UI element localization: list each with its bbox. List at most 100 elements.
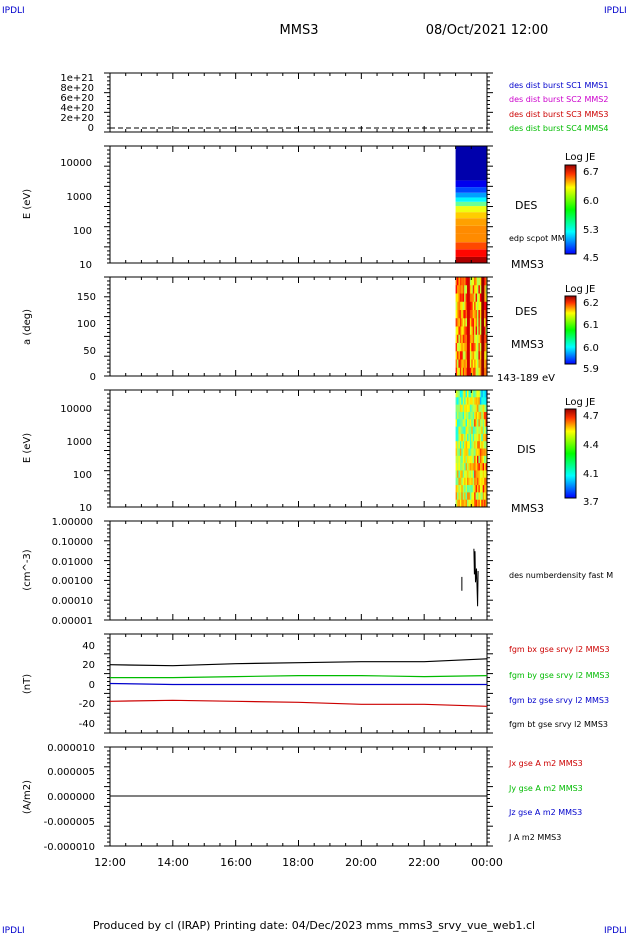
des-pitch-cell xyxy=(481,367,484,377)
dis-energy-cell xyxy=(472,419,475,427)
dis-energy-cell xyxy=(484,441,486,449)
des-pitch-cell xyxy=(475,293,478,303)
dis-energy-cell xyxy=(478,404,481,413)
des-pitch-cell xyxy=(475,301,478,311)
dis-energy-cell xyxy=(469,397,472,405)
dis-energy-cell xyxy=(464,441,466,449)
dis-energy-cell xyxy=(455,485,458,493)
dis-energy-cell xyxy=(457,419,459,427)
des-pitch-cell xyxy=(462,334,465,344)
des-pitch-cell xyxy=(465,318,468,327)
des-pitch-cell xyxy=(471,318,474,327)
dis-energy-cell xyxy=(475,433,478,442)
dis-energy-cell xyxy=(467,499,469,508)
dis-energy-cell xyxy=(478,411,481,420)
dis-energy-cell xyxy=(462,404,465,413)
des-pitch-cell xyxy=(472,367,475,377)
dis-energy-cell xyxy=(485,477,488,486)
density-ytick-label: 0.10000 xyxy=(52,537,93,548)
des-pitch-cell xyxy=(481,351,484,360)
des-pitch-cell xyxy=(477,359,479,369)
des-pitch-cell xyxy=(474,351,476,360)
dis-energy-cell xyxy=(467,492,469,500)
des-pitch-cell xyxy=(459,301,462,311)
dis-energy-spectrogram xyxy=(455,390,488,508)
des-pitch-cell xyxy=(465,359,468,369)
des-energy-band xyxy=(455,206,487,213)
current-ytick-label: -0.000010 xyxy=(44,842,95,853)
des-pitch-cell xyxy=(461,343,464,352)
des-pitch-cell xyxy=(469,326,472,336)
dis-energy-cell xyxy=(459,426,462,435)
density-ylabel: (cm^-3) xyxy=(22,549,33,590)
dis-energy-cell xyxy=(469,463,472,471)
des-pitch-cell xyxy=(474,359,476,369)
axis-tick-marks xyxy=(104,72,493,847)
dis-energy-cell xyxy=(459,492,462,500)
dis-energy-cell xyxy=(457,411,459,420)
dis-energy-cell xyxy=(459,485,462,493)
des-pitch-cell xyxy=(459,326,462,336)
des-pitch-cell xyxy=(467,334,469,344)
des-pitch-cell xyxy=(462,301,465,311)
des-pitch-cell xyxy=(478,285,481,294)
des-pitch-cell xyxy=(469,367,472,377)
dis-energy-cell xyxy=(469,455,472,464)
current-ytick-label: 0.000010 xyxy=(47,743,95,754)
dis-energy-cell xyxy=(475,404,478,413)
des-pitch-cell xyxy=(458,293,461,303)
dis-energy-cell xyxy=(467,404,469,413)
des-pitch-cell xyxy=(459,359,462,369)
dis-energy-ytick-label: 10000 xyxy=(60,404,92,415)
des-pitch-cell xyxy=(482,318,485,327)
des-pitch-cell xyxy=(458,310,461,319)
des-pitch-cell xyxy=(477,310,479,319)
des-pitch-cell xyxy=(471,334,474,344)
dis-energy-cell xyxy=(469,404,472,413)
des-pitch-cell xyxy=(465,285,468,294)
des-pitch-cell xyxy=(469,334,472,344)
des-pitch-cell xyxy=(469,301,472,311)
dis-energy-cell xyxy=(479,441,482,449)
dis-energy-cell xyxy=(479,426,482,435)
dis-energy-cell xyxy=(467,433,469,442)
dis-energy-cell xyxy=(455,499,458,508)
des-pitch-cell xyxy=(461,334,464,344)
des-pitch-cell xyxy=(468,277,471,286)
des-energy-colorbar-tick: 6.7 xyxy=(583,167,599,178)
des-pitch-cell xyxy=(471,293,474,303)
des-pitch-cell xyxy=(467,359,469,369)
des-pitch-cell xyxy=(462,359,465,369)
des-pitch-cell xyxy=(475,285,478,294)
dis-energy-cell xyxy=(464,448,466,457)
des-pitch-cell xyxy=(471,301,474,311)
des-pitch-ylabel: a (deg) xyxy=(22,309,33,345)
dis-energy-cell xyxy=(455,463,458,471)
corner-mark-bottom-left: IPDLI xyxy=(2,926,25,934)
des-pitch-cell xyxy=(478,310,481,319)
des-pitch-cell xyxy=(477,351,479,360)
des-pitch-cell xyxy=(474,277,476,286)
des-energy-band xyxy=(455,225,487,234)
des-pitch-cell xyxy=(457,334,459,344)
des-pitch-cell xyxy=(455,326,458,336)
dis-energy-cell xyxy=(467,441,469,449)
density-series xyxy=(461,548,479,607)
des-pitch-cell xyxy=(464,359,466,369)
dis-energy-cell xyxy=(471,448,474,457)
des-pitch-cell xyxy=(474,326,476,336)
des-pitch-cell xyxy=(472,285,475,294)
dis-energy-cell xyxy=(477,499,479,508)
des-pitch-cell xyxy=(474,343,476,352)
des-energy-ytick-label: 10 xyxy=(79,260,92,271)
dis-energy-cell xyxy=(455,448,458,457)
dis-energy-cell xyxy=(458,433,461,442)
des-pitch-cell xyxy=(485,367,488,377)
des-pitch-cell xyxy=(471,343,474,352)
dis-energy-cell xyxy=(455,433,458,442)
dis-energy-cell xyxy=(457,463,459,471)
dis-energy-cell xyxy=(484,499,486,508)
des-pitch-cell xyxy=(478,334,481,344)
dis-energy-cell xyxy=(458,448,461,457)
density-series-line xyxy=(473,548,479,607)
